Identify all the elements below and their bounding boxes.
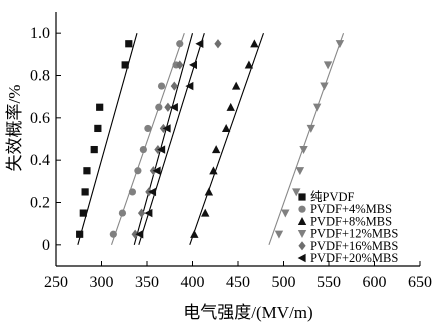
fit-line (189, 32, 264, 246)
data-point (176, 60, 184, 70)
data-point (81, 188, 89, 196)
data-point (137, 208, 146, 218)
data-point (169, 103, 178, 112)
x-tick-label: 400 (181, 274, 205, 291)
data-point (211, 145, 221, 154)
x-tick-label: 600 (363, 274, 387, 291)
data-point (231, 81, 241, 90)
data-point (125, 40, 133, 48)
data-point (83, 167, 91, 175)
data-point (148, 187, 157, 197)
x-axis-title: 电气强度/(MV/m) (183, 303, 312, 322)
data-point (152, 166, 161, 175)
fit-line (133, 33, 194, 245)
data-point (131, 229, 139, 239)
x-tick-label: 500 (272, 274, 296, 291)
x-tick-label: 550 (317, 274, 341, 291)
legend-label: PVDF+20%MBS (310, 251, 398, 265)
data-point (121, 61, 129, 69)
data-point (134, 167, 142, 175)
data-point (185, 81, 194, 91)
x-tick-label: 450 (226, 274, 250, 291)
axes: 250 300 350 400 450 500 550 600 650 0 0.2 0.4 0.6 0.8… (30, 12, 432, 291)
data-point (250, 39, 259, 48)
data-points (76, 39, 345, 239)
data-point (135, 230, 144, 239)
data-point (76, 230, 84, 238)
legend-marker (298, 193, 306, 201)
data-point (295, 167, 305, 176)
legend-label: 纯PVDF (310, 190, 355, 204)
x-tick-label: 350 (135, 274, 159, 291)
data-point (221, 124, 231, 133)
data-point (189, 60, 198, 70)
data-point (335, 40, 345, 49)
data-point (139, 145, 147, 154)
legend-marker (297, 217, 307, 225)
data-point (164, 102, 172, 112)
x-tick-label: 650 (408, 274, 432, 291)
data-point (292, 188, 301, 197)
data-point (79, 209, 87, 217)
data-point (155, 103, 163, 111)
data-point (157, 82, 166, 90)
data-point (306, 124, 315, 133)
data-point (157, 145, 166, 154)
data-point (274, 230, 284, 239)
data-point (118, 209, 127, 217)
legend-marker (298, 205, 306, 213)
data-point (90, 145, 98, 154)
legend-marker (297, 230, 307, 238)
x-tick-label: 250 (44, 274, 68, 291)
data-point (281, 209, 290, 218)
y-tick-label: 1.0 (30, 25, 50, 42)
legend-marker (297, 253, 306, 263)
legend-label: PVDF+8%MBS (310, 214, 392, 228)
data-point (176, 40, 184, 48)
data-point (195, 39, 204, 48)
legend-label: PVDF+4%MBS (310, 202, 392, 216)
data-point (109, 230, 117, 238)
data-point (204, 187, 214, 196)
data-point (226, 102, 235, 111)
legend: 纯PVDFPVDF+4%MBSPVDF+8%MBSPVDF+12%MBSPVDF… (297, 190, 398, 265)
legend-label: PVDF+12%MBS (310, 227, 398, 241)
data-point (323, 61, 333, 70)
data-point (214, 39, 222, 49)
data-point (94, 124, 102, 133)
y-axis-title: 失效概率/% (5, 85, 24, 172)
y-tick-label: 0 (42, 237, 50, 254)
y-tick-label: 0.2 (30, 195, 50, 212)
y-tick-label: 0.8 (30, 68, 50, 85)
data-point (96, 103, 104, 111)
data-point (162, 124, 171, 133)
legend-marker (298, 241, 306, 251)
data-point (320, 82, 329, 91)
data-point (244, 60, 254, 69)
data-point (144, 208, 153, 218)
data-point (201, 208, 210, 217)
fit-line (110, 32, 185, 246)
x-tick-label: 300 (90, 274, 114, 291)
legend-label: PVDF+16%MBS (310, 239, 398, 253)
data-point (170, 81, 178, 91)
data-point (190, 229, 199, 238)
data-point (299, 145, 308, 154)
data-point (312, 103, 322, 112)
data-point (144, 124, 152, 133)
y-tick-label: 0.4 (30, 152, 50, 169)
data-point (128, 188, 137, 196)
data-point (209, 166, 218, 175)
y-tick-label: 0.6 (30, 110, 50, 127)
fit-lines (77, 32, 345, 246)
fit-line (138, 33, 205, 245)
